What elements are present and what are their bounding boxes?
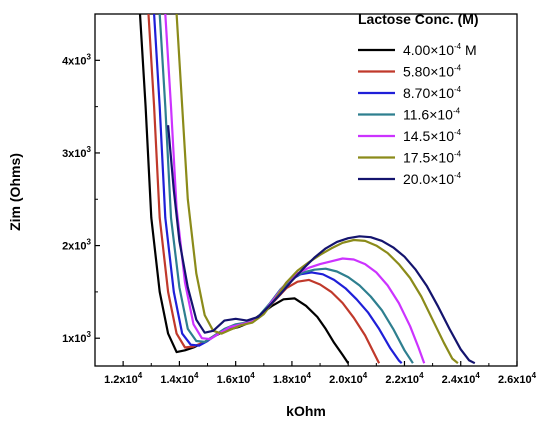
legend-label-6: 17.5×10-4: [403, 150, 462, 166]
y-axis-title: Zim (Ohms): [7, 153, 23, 231]
x-tick-label: 1.6x104: [217, 371, 256, 386]
x-tick-label: 2.6x104: [498, 371, 537, 386]
x-axis-title: kOhm: [286, 403, 326, 419]
legend-label-1: 4.00×10-4 M: [403, 42, 477, 58]
series-line-7: [167, 125, 476, 365]
x-tick-label: 2.4x104: [442, 371, 481, 386]
x-tick-label: 2.0x104: [329, 371, 368, 386]
legend-label-5: 14.5×10-4: [403, 128, 462, 144]
legend: Lactose Conc. (M) 4.00×10-4 M 5.80×10-4 8.7…: [358, 11, 479, 187]
x-tick-label: 2.2x104: [385, 371, 424, 386]
legend-label-4: 11.6×10-4: [403, 107, 461, 123]
axes: 1.2x104 1.4x104 1.6x104 1.8x104 2.0x104 2.2x1…: [62, 13, 537, 386]
legend-label-7: 20.0×10-4: [403, 171, 462, 187]
y-tick-label: 2x103: [62, 238, 91, 253]
x-tick-label: 1.4x104: [160, 371, 199, 386]
y-tick-label: 1x103: [62, 330, 91, 345]
series-line-4: [158, 14, 414, 364]
series-layer: [138, 14, 476, 365]
legend-label-2: 5.80×10-4: [403, 64, 462, 80]
legend-title: Lactose Conc. (M): [358, 11, 479, 27]
y-tick-label: 3x103: [62, 145, 91, 160]
x-tick-label: 1.2x104: [104, 371, 143, 386]
y-tick-label: 4x103: [62, 52, 91, 67]
x-tick-label: 1.8x104: [273, 371, 312, 386]
plot-frame: [94, 13, 518, 367]
legend-label-3: 8.70×10-4: [403, 85, 462, 101]
